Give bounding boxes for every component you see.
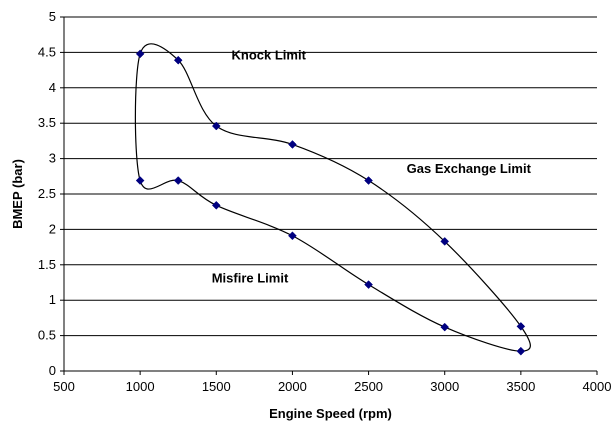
y-tick-label-7: 3.5 xyxy=(38,115,56,130)
x-tick-label-5: 3000 xyxy=(430,379,459,394)
annotation-1: Gas Exchange Limit xyxy=(407,161,532,176)
y-tick-label-10: 5 xyxy=(49,9,56,24)
series-line-0 xyxy=(134,43,531,352)
data-point-9 xyxy=(364,280,373,289)
y-tick-label-2: 1 xyxy=(49,292,56,307)
data-point-3 xyxy=(288,140,297,149)
data-series xyxy=(134,43,531,352)
data-point-0 xyxy=(135,49,145,59)
data-point-8 xyxy=(440,322,450,332)
data-point-11 xyxy=(211,200,221,210)
data-point-7 xyxy=(516,346,526,356)
data-point-1 xyxy=(173,55,183,65)
x-tick-label-1: 1000 xyxy=(126,379,155,394)
data-markers xyxy=(135,49,526,356)
y-tick-label-0: 0 xyxy=(49,363,56,378)
data-point-12 xyxy=(173,176,183,185)
x-axis-title: Engine Speed (rpm) xyxy=(269,406,392,421)
y-tick-label-8: 4 xyxy=(49,80,56,95)
axes xyxy=(60,16,598,375)
x-tick-label-0: 500 xyxy=(53,379,75,394)
y-tick-label-4: 2 xyxy=(49,221,56,236)
y-axis-title: BMEP (bar) xyxy=(10,159,25,229)
data-point-6 xyxy=(516,322,526,331)
annotation-0: Knock Limit xyxy=(232,47,307,62)
y-tick-label-3: 1.5 xyxy=(38,257,56,272)
data-point-4 xyxy=(364,176,373,185)
x-tick-label-3: 2000 xyxy=(278,379,307,394)
x-tick-label-6: 3500 xyxy=(506,379,535,394)
data-point-2 xyxy=(211,121,221,131)
y-tick-label-5: 2.5 xyxy=(38,186,56,201)
y-tick-label-6: 3 xyxy=(49,151,56,166)
x-tick-label-4: 2500 xyxy=(354,379,383,394)
data-point-10 xyxy=(288,231,297,241)
x-tick-label-7: 4000 xyxy=(583,379,612,394)
x-tick-label-2: 1500 xyxy=(202,379,231,394)
annotation-2: Misfire Limit xyxy=(212,271,289,286)
annotations: Knock Limit Gas Exchange Limit Misfire Lim… xyxy=(212,47,532,285)
tick-labels: 0 0.5 1 1.5 2 2.5 3 3.5 4 4.5 5 500 1000 1500 2000 2500… xyxy=(38,9,612,394)
y-tick-label-1: 0.5 xyxy=(38,328,56,343)
data-point-5 xyxy=(440,237,450,246)
y-tick-label-9: 4.5 xyxy=(38,44,56,59)
data-point-13 xyxy=(135,176,145,185)
gridlines xyxy=(64,16,597,337)
